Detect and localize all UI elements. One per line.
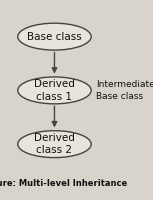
Text: Derived
class 2: Derived class 2 <box>34 133 75 155</box>
Text: Figure: Multi-level Inheritance: Figure: Multi-level Inheritance <box>0 179 127 188</box>
Text: Derived
class 1: Derived class 1 <box>34 79 75 102</box>
Text: Base class: Base class <box>27 32 82 42</box>
Ellipse shape <box>18 23 91 50</box>
Text: Intermediate
Base class: Intermediate Base class <box>96 80 153 101</box>
Ellipse shape <box>18 77 91 104</box>
Ellipse shape <box>18 131 91 158</box>
